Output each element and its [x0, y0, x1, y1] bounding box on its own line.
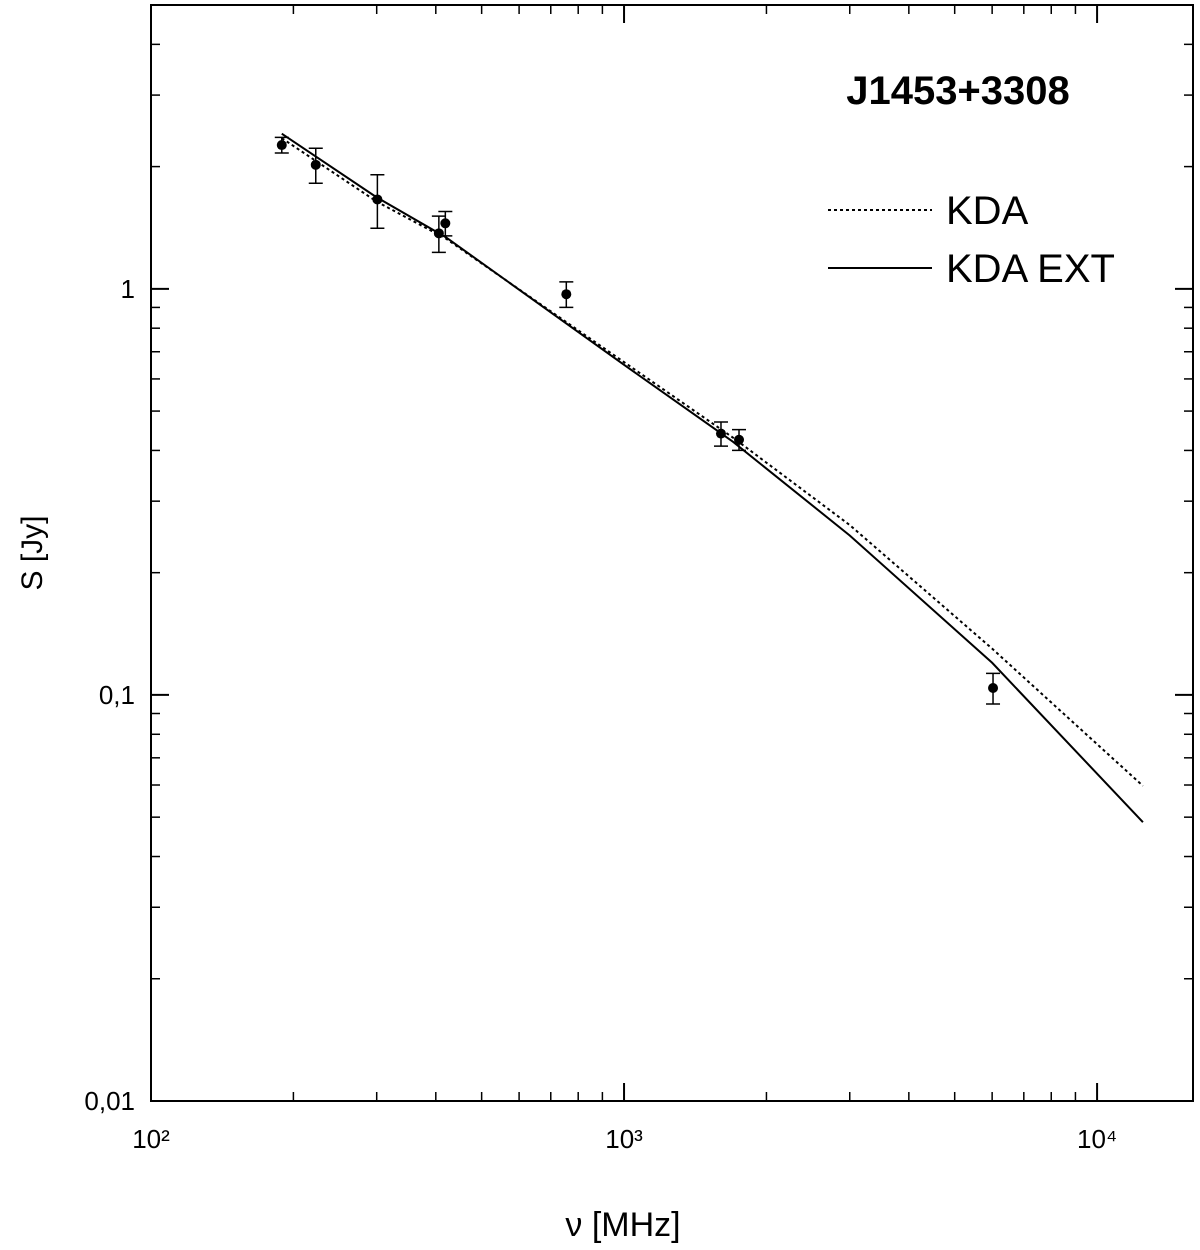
- x-axis-label: ν [MHz]: [565, 1206, 680, 1244]
- model-line: [281, 132, 1144, 823]
- data-point: [440, 218, 451, 229]
- data-point: [372, 194, 383, 205]
- x-tick-label: 10²: [132, 1124, 170, 1154]
- data-point: [988, 683, 999, 694]
- data-point: [310, 159, 321, 170]
- data-point: [715, 428, 726, 439]
- chart-title: J1453+3308: [846, 69, 1070, 113]
- x-tick-label: 10³: [605, 1124, 643, 1154]
- data-point: [561, 289, 572, 300]
- model-line: [281, 137, 1144, 787]
- legend-label: KDA: [946, 189, 1029, 233]
- x-tick-label: 10⁴: [1077, 1124, 1117, 1154]
- y-tick-label: 1: [121, 274, 135, 304]
- data-point: [433, 228, 444, 239]
- data-point: [276, 140, 287, 151]
- y-axis-label: S [Jy]: [16, 515, 49, 590]
- legend-label: KDA EXT: [946, 247, 1115, 291]
- plot-frame: [150, 4, 1194, 1102]
- y-tick-label: 0,1: [99, 680, 135, 710]
- data-point: [734, 434, 745, 445]
- y-tick-label: 0,01: [84, 1086, 135, 1116]
